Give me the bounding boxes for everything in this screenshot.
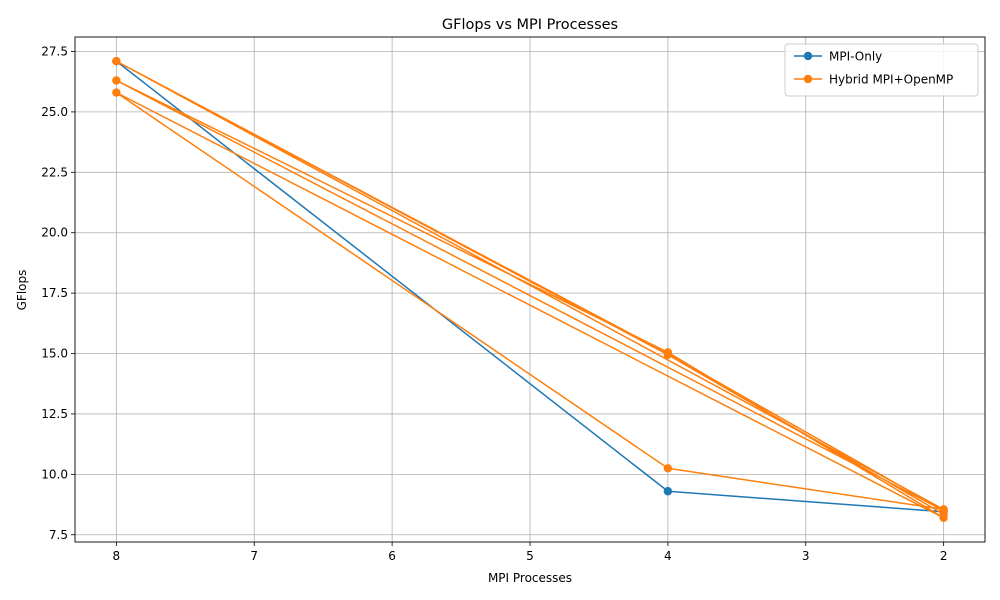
legend-label: MPI-Only: [829, 50, 882, 64]
data-point: [663, 464, 673, 473]
x-tick-label: 4: [664, 549, 672, 563]
y-tick-label: 25.0: [41, 105, 68, 119]
y-axis-label: GFlops: [15, 270, 29, 311]
data-point: [112, 76, 121, 85]
y-tick-label: 22.5: [41, 165, 68, 179]
data-point: [663, 350, 673, 359]
series-layer: [112, 56, 948, 523]
y-tick-label: 7.5: [49, 528, 68, 542]
y-tick-label: 12.5: [41, 407, 68, 421]
series-hybrid-mpi-openmp: [112, 56, 948, 523]
data-point: [112, 56, 121, 66]
grid-layer: [75, 37, 985, 542]
data-point: [663, 487, 673, 496]
chart-title: GFlops vs MPI Processes: [442, 17, 618, 33]
legend: MPI-Only Hybrid MPI+OpenMP: [784, 43, 979, 97]
x-tick-label: 2: [940, 549, 948, 563]
y-tick-label: 20.0: [41, 226, 68, 240]
x-tick-label: 5: [526, 549, 534, 563]
legend-marker: [803, 74, 813, 84]
x-tick-label: 7: [250, 549, 258, 563]
x-tick-label: 8: [113, 549, 121, 563]
y-tick-label: 17.5: [41, 286, 68, 300]
y-tick-label: 27.5: [41, 44, 68, 58]
data-point: [939, 510, 948, 519]
legend-label: Hybrid MPI+OpenMP: [829, 73, 953, 87]
legend-item: MPI-Only: [794, 50, 882, 64]
legend-items: MPI-Only Hybrid MPI+OpenMP: [794, 50, 953, 87]
y-axis-ticks: 7.5 10.0 12.5 15.0 17.5 20.0 22.5 25.0 27.5: [41, 44, 75, 542]
x-tick-label: 3: [802, 549, 810, 563]
legend-marker: [803, 51, 813, 61]
y-tick-label: 15.0: [41, 347, 68, 361]
legend-item: Hybrid MPI+OpenMP: [794, 73, 953, 87]
data-point: [112, 88, 121, 97]
legend-frame: [784, 43, 979, 97]
y-tick-label: 10.0: [41, 467, 68, 481]
series-line: [115, 60, 945, 519]
x-axis-label: MPI Processes: [488, 571, 572, 585]
x-tick-label: 6: [388, 549, 396, 563]
x-axis-ticks: 8 7 6 5 4 3 2: [113, 542, 948, 563]
